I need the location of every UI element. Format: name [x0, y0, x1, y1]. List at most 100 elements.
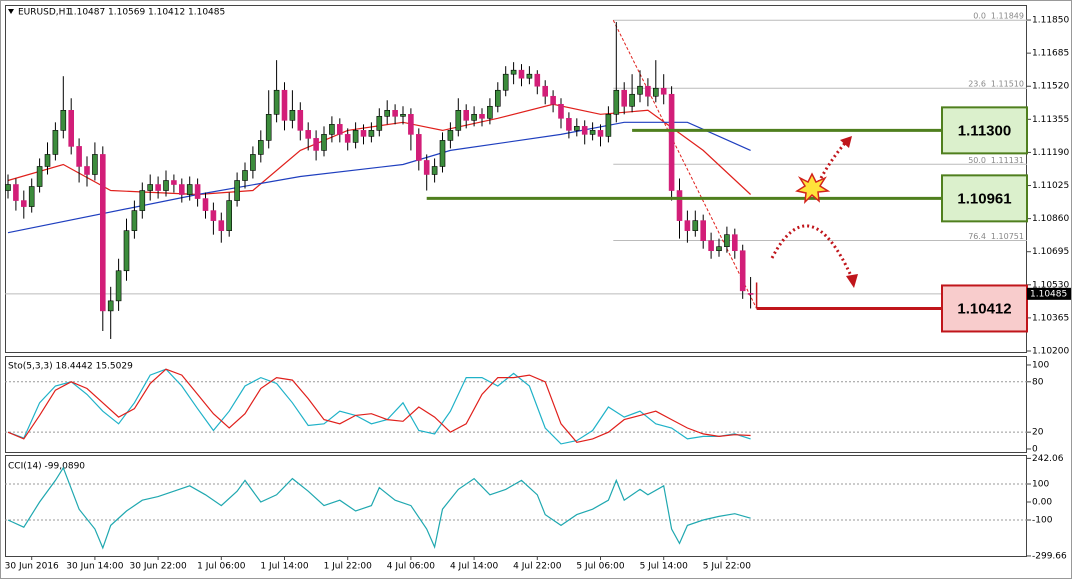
y-tick-label: -299.66: [1032, 551, 1067, 561]
candle-body: [163, 180, 169, 191]
candle-body: [226, 200, 232, 231]
y-tick-label: 1.10365: [1032, 313, 1069, 323]
y-tick-label: 1.11850: [1032, 16, 1069, 26]
symbol: EURUSD,H1: [18, 8, 71, 18]
y-tick-label: 100: [1032, 360, 1049, 370]
plot-layer: 1.11850 1.11685 1.11520 1.11355 1.11190 1.110…: [5, 12, 1071, 572]
candle-body: [60, 110, 67, 131]
candle-body: [5, 184, 11, 191]
candle-body: [179, 184, 185, 195]
candle-body: [392, 110, 398, 117]
candle-body: [123, 230, 130, 272]
candle-body: [692, 220, 699, 231]
cci-title: CCI(14) -99,0890: [8, 462, 85, 472]
header-low: 1.10412: [148, 8, 185, 18]
level-label: 1.11300: [958, 122, 1011, 139]
stochastic-title: Sto(5,3,3) 18.4442 15.5029: [8, 362, 133, 372]
candle-body: [44, 154, 51, 167]
candle-body: [479, 114, 485, 119]
level-label: 1.10961: [957, 190, 1011, 207]
candle-body: [210, 210, 217, 221]
candle-body: [234, 180, 240, 201]
candle-body: [660, 87, 667, 95]
y-tick-label: 1.10695: [1032, 247, 1069, 257]
level-box: [941, 284, 1028, 333]
x-tick-label: 5 Jul 22:00: [703, 562, 752, 572]
candle-body: [731, 234, 738, 252]
candle-body: [447, 130, 454, 141]
fib-trend: [612, 20, 758, 309]
candle-body: [92, 154, 98, 175]
candle-body: [321, 134, 327, 151]
candle-body: [139, 190, 146, 211]
candle-body: [218, 220, 225, 231]
candle-body: [415, 134, 422, 161]
cci-panel: [5, 455, 1027, 557]
candle-body: [265, 114, 272, 141]
candle-body: [257, 140, 264, 155]
candle-body: [281, 89, 288, 121]
candle-body: [100, 154, 106, 312]
candle-body: [336, 124, 343, 135]
candle-body: [455, 110, 462, 131]
candle-body: [36, 166, 43, 187]
fib-ratio: 50.0: [968, 156, 986, 165]
candle-body: [494, 89, 501, 107]
candle-body: [194, 184, 201, 199]
candle-body: [107, 300, 114, 312]
y-tick-label: 242.06: [1032, 454, 1064, 464]
candle-body: [518, 69, 525, 79]
candle-body: [273, 89, 280, 115]
candle-body: [581, 126, 588, 135]
candle-body: [400, 114, 406, 117]
y-tick-label: 1.11025: [1032, 181, 1069, 191]
candle-body: [384, 110, 391, 117]
level-box: [941, 174, 1028, 223]
candle-body: [526, 73, 533, 79]
candle-body: [313, 138, 319, 151]
fib-price: 1.11510: [991, 80, 1024, 89]
candle-body: [52, 130, 59, 155]
y-tick-label: 1.11520: [1032, 82, 1069, 92]
y-tick-label: 1.11355: [1032, 115, 1069, 125]
header-arrow: [8, 9, 14, 14]
x-tick-label: 1 Jul 06:00: [197, 562, 246, 572]
arrow-down: [770, 224, 854, 279]
fib-price: 1.11131: [991, 156, 1024, 165]
x-tick-label: 1 Jul 22:00: [324, 562, 373, 572]
candle-body: [297, 110, 304, 131]
fib-price: 1.11849: [991, 12, 1024, 21]
candle-body: [668, 93, 675, 191]
candle-body: [597, 130, 604, 137]
x-tick-label: 30 Jun 2016: [5, 562, 59, 572]
candle-body: [20, 200, 27, 207]
candle-body: [700, 220, 707, 241]
candle-body: [186, 184, 193, 195]
candle-body: [542, 85, 549, 97]
candle-body: [708, 240, 714, 252]
candle-body: [471, 114, 477, 121]
x-tick-label: 30 Jun 14:00: [66, 562, 123, 572]
candle-body: [368, 130, 375, 137]
candle-body: [573, 126, 580, 131]
header-high: 1.10569: [108, 8, 145, 18]
y-tick-label: 80: [1032, 377, 1044, 387]
y-tick-label: 1.11685: [1032, 49, 1069, 59]
candle-body: [431, 166, 438, 175]
candle-body: [510, 69, 517, 75]
y-tick-label: 100: [1032, 479, 1049, 489]
candle-body: [589, 130, 596, 135]
arrow-head: [840, 136, 852, 148]
candle-body: [605, 114, 612, 137]
candle-body: [344, 134, 351, 143]
fib-ratio: 0.0: [973, 12, 986, 21]
x-tick-label: 4 Jul 14:00: [450, 562, 499, 572]
candle-body: [550, 95, 556, 105]
level-box: [941, 106, 1028, 155]
indicator-line: [7, 121, 751, 234]
candle-body: [155, 184, 161, 191]
y-tick-label: 1.10200: [1032, 346, 1069, 356]
candle-body: [558, 103, 564, 119]
x-tick-label: 4 Jul 06:00: [387, 562, 436, 572]
